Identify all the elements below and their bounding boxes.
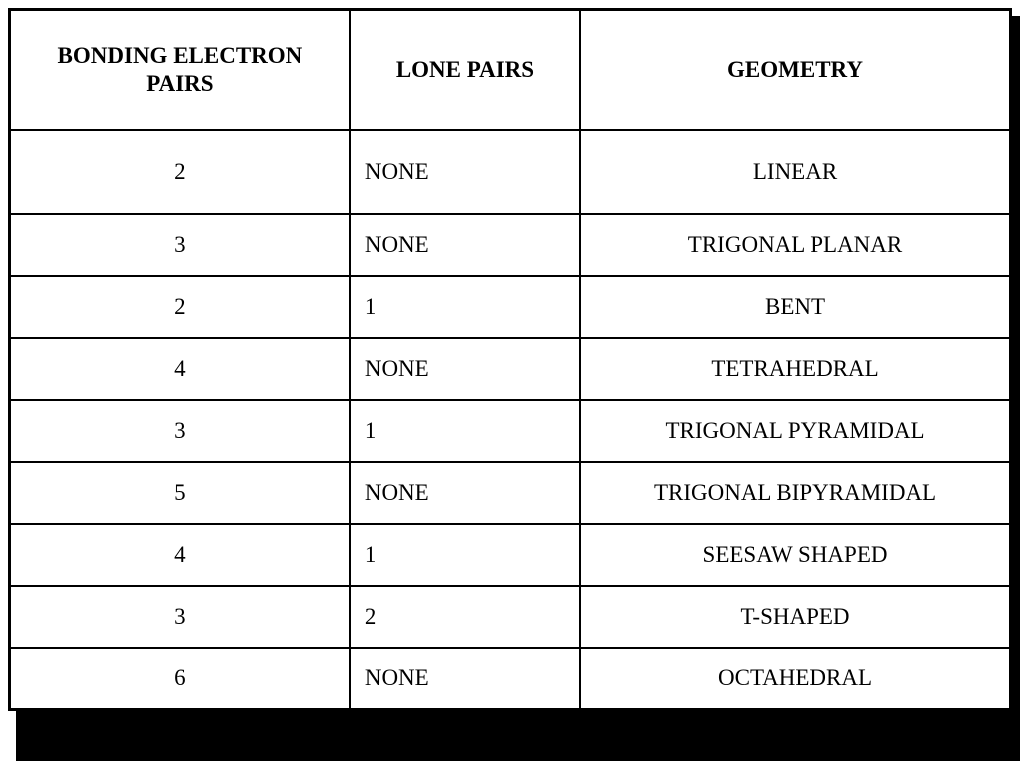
cell-geometry: OCTAHEDRAL [580,648,1010,710]
cell-lonepairs: 1 [350,276,580,338]
table-row: 2 1 BENT [10,276,1011,338]
table-row: 3 NONE TRIGONAL PLANAR [10,214,1011,276]
cell-geometry: TRIGONAL BIPYRAMIDAL [580,462,1010,524]
cell-lonepairs: NONE [350,130,580,214]
cell-geometry: TRIGONAL PYRAMIDAL [580,400,1010,462]
col-header-lonepairs: LONE PAIRS [350,10,580,130]
cell-bonding: 3 [10,586,350,648]
cell-bonding: 2 [10,276,350,338]
cell-geometry: BENT [580,276,1010,338]
cell-lonepairs: NONE [350,338,580,400]
table-row: 2 NONE LINEAR [10,130,1011,214]
cell-bonding: 5 [10,462,350,524]
cell-lonepairs: 1 [350,524,580,586]
cell-lonepairs: 2 [350,586,580,648]
cell-lonepairs: NONE [350,648,580,710]
col-header-bonding: BONDING ELECTRON PAIRS [10,10,350,130]
cell-lonepairs: NONE [350,214,580,276]
cell-lonepairs: 1 [350,400,580,462]
cell-bonding: 3 [10,214,350,276]
cell-lonepairs: NONE [350,462,580,524]
table-row: 4 1 SEESAW SHAPED [10,524,1011,586]
page: BONDING ELECTRON PAIRS LONE PAIRS GEOMET… [0,0,1024,765]
cell-geometry: LINEAR [580,130,1010,214]
cell-bonding: 3 [10,400,350,462]
cell-geometry: TRIGONAL PLANAR [580,214,1010,276]
table-row: 4 NONE TETRAHEDRAL [10,338,1011,400]
cell-bonding: 4 [10,524,350,586]
cell-bonding: 4 [10,338,350,400]
table-row: 6 NONE OCTAHEDRAL [10,648,1011,710]
table-row: 5 NONE TRIGONAL BIPYRAMIDAL [10,462,1011,524]
geometry-table: BONDING ELECTRON PAIRS LONE PAIRS GEOMET… [8,8,1012,711]
cell-geometry: T-SHAPED [580,586,1010,648]
cell-geometry: SEESAW SHAPED [580,524,1010,586]
col-header-geometry: GEOMETRY [580,10,1010,130]
cell-bonding: 2 [10,130,350,214]
cell-geometry: TETRAHEDRAL [580,338,1010,400]
table-header-row: BONDING ELECTRON PAIRS LONE PAIRS GEOMET… [10,10,1011,130]
cell-bonding: 6 [10,648,350,710]
table-row: 3 1 TRIGONAL PYRAMIDAL [10,400,1011,462]
table-row: 3 2 T-SHAPED [10,586,1011,648]
